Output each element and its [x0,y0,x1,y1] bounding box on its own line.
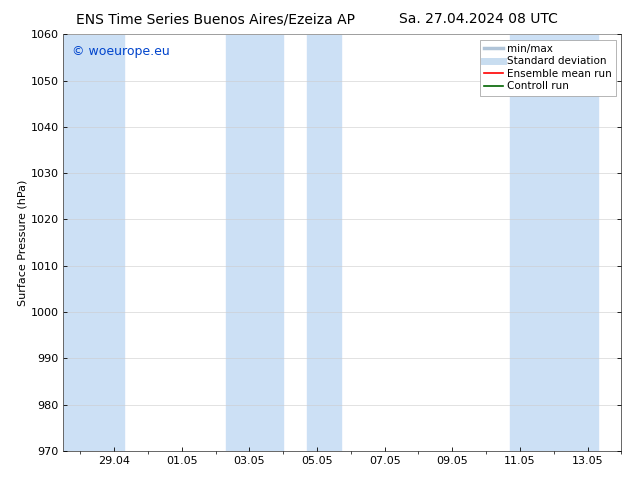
Bar [226,34,283,451]
Text: ENS Time Series Buenos Aires/Ezeiza AP: ENS Time Series Buenos Aires/Ezeiza AP [76,12,355,26]
Text: Sa. 27.04.2024 08 UTC: Sa. 27.04.2024 08 UTC [399,12,558,26]
Text: © woeurope.eu: © woeurope.eu [72,45,169,58]
Bar [63,34,124,451]
Bar [307,34,340,451]
Bar [510,34,598,451]
Legend: min/max, Standard deviation, Ensemble mean run, Controll run: min/max, Standard deviation, Ensemble me… [480,40,616,96]
Y-axis label: Surface Pressure (hPa): Surface Pressure (hPa) [18,179,28,306]
